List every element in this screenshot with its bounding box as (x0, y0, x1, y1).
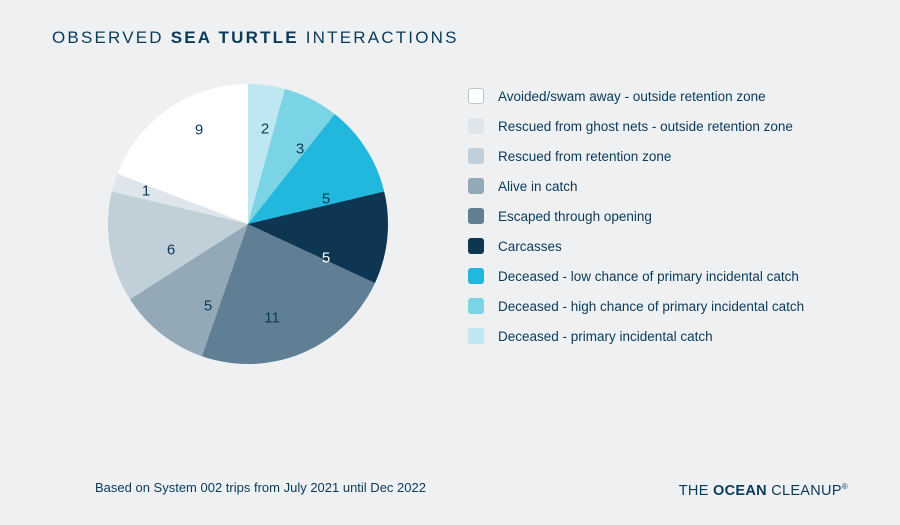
brand-logo: THE OCEAN CLEANUP® (679, 482, 848, 499)
legend-swatch (468, 148, 484, 164)
legend-item: Alive in catch (468, 178, 804, 194)
legend-item: Avoided/swam away - outside retention zo… (468, 88, 804, 104)
legend-label: Rescued from ghost nets - outside retent… (498, 119, 793, 134)
legend-label: Rescued from retention zone (498, 149, 671, 164)
legend-swatch (468, 208, 484, 224)
legend-label: Carcasses (498, 239, 562, 254)
title-pre: OBSERVED (52, 28, 171, 47)
legend-swatch (468, 88, 484, 104)
legend-item: Carcasses (468, 238, 804, 254)
legend-swatch (468, 268, 484, 284)
legend-item: Rescued from retention zone (468, 148, 804, 164)
page-title: OBSERVED SEA TURTLE INTERACTIONS (52, 28, 848, 48)
legend-label: Alive in catch (498, 179, 578, 194)
legend-label: Deceased - low chance of primary inciden… (498, 269, 799, 284)
legend-item: Deceased - primary incidental catch (468, 328, 804, 344)
legend-swatch (468, 328, 484, 344)
content-row: 9165115532 Avoided/swam away - outside r… (52, 84, 848, 364)
legend-swatch (468, 178, 484, 194)
chart-container: OBSERVED SEA TURTLE INTERACTIONS 9165115… (0, 0, 900, 525)
brand-post: CLEANUP (771, 483, 842, 499)
legend-label: Deceased - primary incidental catch (498, 329, 713, 344)
legend-label: Deceased - high chance of primary incide… (498, 299, 804, 314)
legend-swatch (468, 298, 484, 314)
brand-bold: OCEAN (713, 483, 771, 499)
pie-chart: 9165115532 (108, 84, 388, 364)
legend-label: Escaped through opening (498, 209, 652, 224)
legend-item: Rescued from ghost nets - outside retent… (468, 118, 804, 134)
legend-label: Avoided/swam away - outside retention zo… (498, 89, 766, 104)
legend-item: Deceased - high chance of primary incide… (468, 298, 804, 314)
brand-registered: ® (842, 482, 848, 491)
title-post: INTERACTIONS (299, 28, 459, 47)
legend: Avoided/swam away - outside retention zo… (468, 84, 804, 344)
brand-pre: THE (679, 483, 713, 499)
title-bold: SEA TURTLE (171, 28, 299, 47)
legend-swatch (468, 118, 484, 134)
legend-swatch (468, 238, 484, 254)
legend-item: Deceased - low chance of primary inciden… (468, 268, 804, 284)
legend-item: Escaped through opening (468, 208, 804, 224)
pie-disc (108, 84, 388, 364)
footnote: Based on System 002 trips from July 2021… (95, 480, 426, 495)
